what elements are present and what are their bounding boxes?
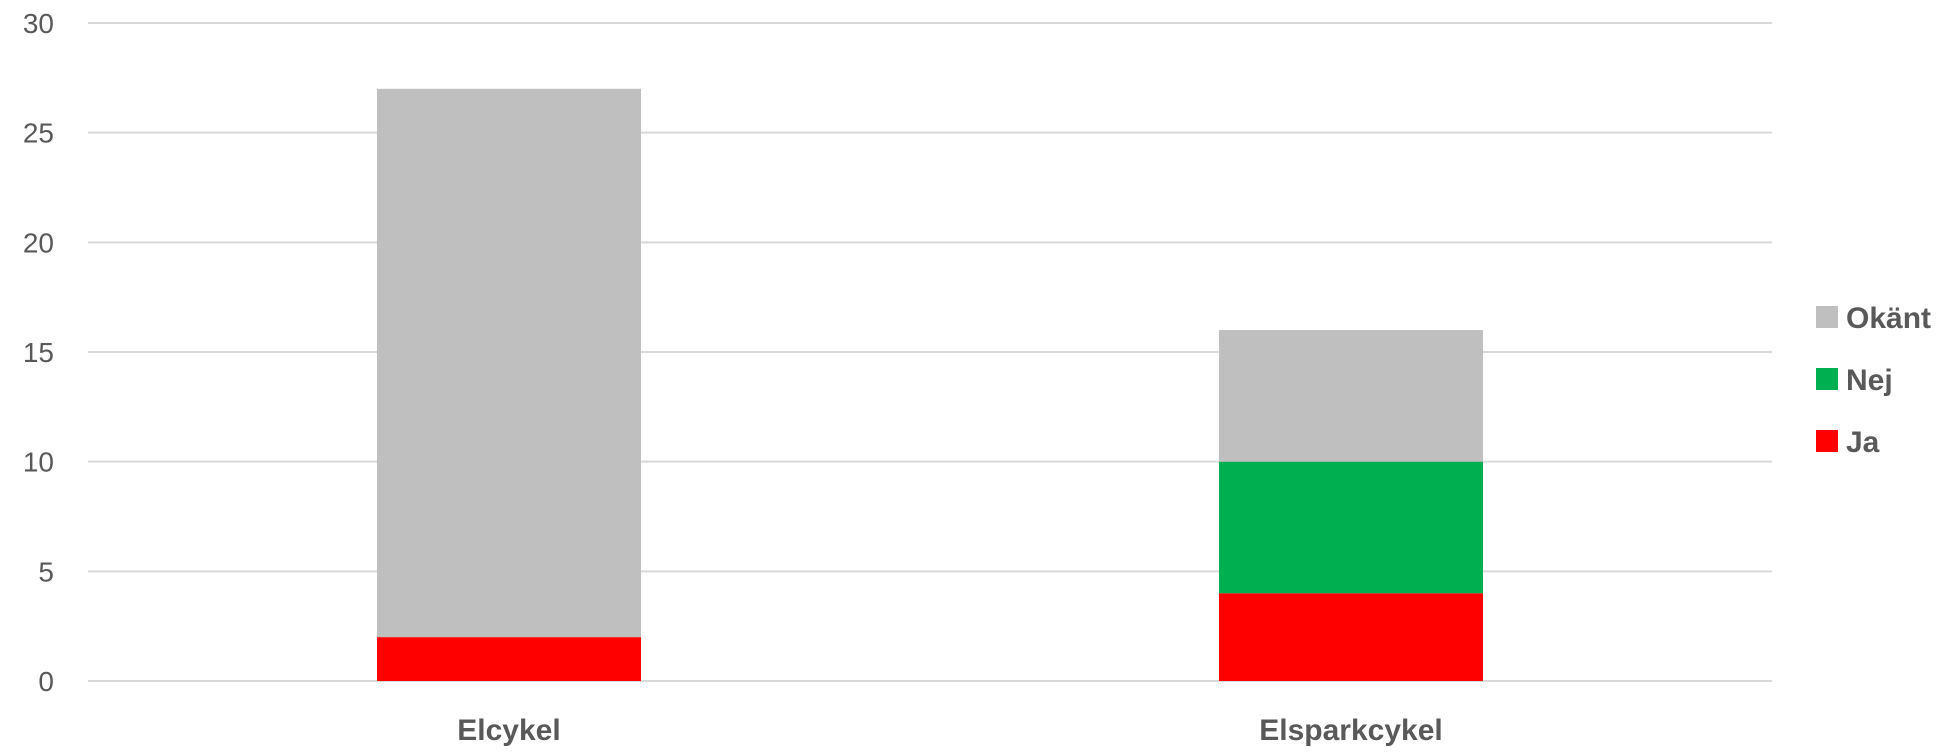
y-tick-label: 15: [23, 337, 54, 368]
legend-swatch: [1816, 430, 1838, 452]
legend-label: Nej: [1846, 364, 1893, 397]
bars: [377, 88, 1483, 681]
bar-segment-elcykel-ja: [377, 637, 641, 681]
bar-segment-elcykel-okänt: [377, 88, 641, 638]
legend: Okänt Nej Ja: [1816, 302, 1931, 459]
y-tick-label: 30: [23, 8, 54, 39]
y-tick-label: 25: [23, 118, 54, 149]
y-axis: 0 5 10 15 20 25 30: [23, 8, 54, 697]
x-tick-label: Elsparkcykel: [1259, 714, 1442, 747]
x-axis: Elcykel Elsparkcykel: [457, 714, 1442, 747]
legend-swatch: [1816, 306, 1838, 328]
bar-segment-elsparkcykel-nej: [1219, 461, 1483, 594]
x-tick-label: Elcykel: [457, 714, 560, 747]
legend-swatch: [1816, 368, 1838, 390]
gridlines: [88, 22, 1772, 682]
y-tick-label: 0: [38, 666, 54, 697]
bar-segment-elsparkcykel-okänt: [1219, 330, 1483, 462]
y-tick-label: 20: [23, 227, 54, 258]
bar-segment-elsparkcykel-ja: [1219, 593, 1483, 681]
legend-label: Okänt: [1846, 302, 1931, 335]
y-tick-label: 5: [38, 556, 54, 587]
y-tick-label: 10: [23, 447, 54, 478]
legend-label: Ja: [1846, 426, 1880, 459]
